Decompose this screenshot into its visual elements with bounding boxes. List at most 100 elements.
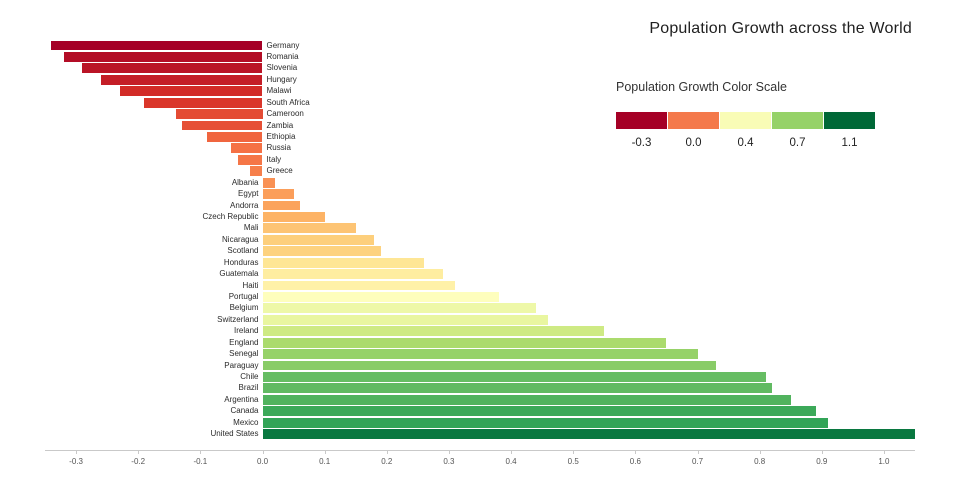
x-axis-tick-mark [635, 451, 637, 454]
bar-switzerland [262, 314, 549, 325]
bar-brazil [262, 383, 773, 394]
bar-label-mexico: Mexico [233, 417, 259, 427]
bar-belgium [262, 303, 536, 314]
x-axis-tick-label: 0.7 [691, 457, 704, 466]
bar-label-brazil: Brazil [238, 383, 259, 393]
bar-united-states [262, 429, 915, 439]
plot-area: Germany Romania Slovenia Hungary Malawi South… [45, 40, 915, 468]
x-axis-tick-mark [262, 451, 264, 454]
bar-czech-republic [262, 212, 325, 222]
bar-label-italy: Italy [266, 154, 282, 164]
bar-label-switzerland: Switzerland [217, 314, 259, 324]
bar-label-zambia: Zambia [266, 120, 294, 130]
bar-label-hungary: Hungary [266, 74, 297, 84]
color-scale-legend: Population Growth Color Scale -0.3 0.0 0.4… [616, 80, 880, 149]
bar-south-africa [144, 97, 263, 108]
bar-senegal [262, 349, 698, 359]
bar-chile [262, 372, 766, 382]
x-axis-tick-mark [138, 451, 140, 454]
legend-swatch-0 [616, 112, 667, 129]
bar-romania [63, 52, 263, 62]
x-axis-tick-mark [386, 451, 388, 454]
bar-label-guatemala: Guatemala [219, 269, 259, 279]
legend-label-row: -0.3 0.0 0.4 0.7 1.1 [616, 137, 880, 149]
bar-label-argentina: Argentina [224, 394, 259, 404]
legend-swatch-4 [824, 112, 875, 129]
bar-label-nicaragua: Nicaragua [222, 234, 259, 244]
x-axis-tick-label: 0.8 [754, 457, 766, 466]
bar-portugal [262, 292, 499, 302]
legend-swatch-2 [720, 112, 771, 129]
bar-argentina [262, 394, 791, 405]
x-axis-tick-label: 0.2 [381, 457, 393, 466]
legend-label-4: 1.1 [841, 137, 858, 149]
bar-label-russia: Russia [266, 143, 291, 153]
bar-label-cameroon: Cameroon [266, 109, 304, 119]
x-axis-tick-mark [200, 451, 202, 454]
x-axis-tick-mark [448, 451, 450, 454]
bar-germany [51, 40, 263, 51]
x-axis-tick-label: -0.2 [131, 457, 146, 466]
bar-cameroon [175, 109, 263, 119]
x-axis-tick-label: 0.5 [567, 457, 579, 466]
x-axis-tick-mark [821, 451, 823, 454]
x-axis-tick-label: 0.9 [816, 457, 828, 466]
x-axis-tick-label: 0.3 [443, 457, 455, 466]
bar-label-ireland: Ireland [234, 326, 259, 336]
bar-nicaragua [262, 234, 375, 245]
x-axis-tick-mark [324, 451, 326, 454]
legend-title: Population Growth Color Scale [616, 80, 787, 94]
bar-albania [262, 177, 275, 188]
bar-label-albania: Albania [231, 177, 259, 187]
bar-label-ethiopia: Ethiopia [266, 132, 296, 142]
bar-label-scotland: Scotland [227, 246, 259, 256]
bar-greece [250, 166, 263, 177]
bar-italy [237, 154, 263, 165]
bar-mexico [262, 417, 828, 428]
bar-label-czech-republic: Czech Republic [202, 212, 259, 222]
bar-label-mali: Mali [243, 223, 259, 233]
bar-malawi [119, 86, 263, 97]
x-axis-tick-mark [697, 451, 699, 454]
bar-honduras [262, 257, 425, 268]
bar-paraguay [262, 360, 717, 371]
bar-canada [262, 406, 816, 417]
x-axis-tick-mark [573, 451, 575, 454]
bar-label-egypt: Egypt [238, 189, 259, 199]
bar-label-andorra: Andorra [230, 200, 259, 210]
bar-label-haiti: Haiti [242, 280, 259, 290]
bar-label-malawi: Malawi [266, 86, 292, 96]
bar-label-romania: Romania [266, 52, 299, 62]
bar-label-paraguay: Paraguay [224, 360, 259, 370]
bar-andorra [262, 200, 300, 211]
bar-england [262, 337, 667, 348]
legend-label-1: 0.0 [685, 137, 702, 149]
chart-title: Population Growth across the World [649, 20, 912, 37]
bar-label-united-states: United States [210, 429, 259, 439]
x-axis-tick-mark [883, 451, 885, 454]
bar-slovenia [82, 63, 263, 74]
bar-label-portugal: Portugal [228, 292, 259, 302]
x-axis-tick-label: 0.1 [319, 457, 331, 466]
x-axis-tick-label: -0.3 [69, 457, 83, 466]
bar-label-slovenia: Slovenia [266, 63, 298, 73]
bar-russia [231, 143, 263, 154]
legend-swatch-1 [668, 112, 719, 129]
bar-label-greece: Greece [266, 166, 293, 176]
bar-label-england: England [229, 337, 259, 347]
bar-zambia [181, 120, 263, 131]
x-axis-tick-label: -0.1 [193, 457, 208, 466]
bar-label-canada: Canada [230, 406, 259, 416]
legend-label-3: 0.7 [789, 137, 806, 149]
x-axis-tick-label: 0.0 [256, 457, 269, 466]
x-axis-tick-mark [511, 451, 513, 454]
legend-label-0: -0.3 [631, 137, 652, 149]
legend-swatch-row [616, 112, 880, 129]
bar-ireland [262, 326, 605, 337]
bar-label-honduras: Honduras [223, 257, 259, 267]
bar-label-senegal: Senegal [229, 349, 259, 359]
bar-label-belgium: Belgium [229, 303, 259, 313]
x-axis-line [45, 450, 915, 451]
bar-mali [262, 223, 356, 234]
